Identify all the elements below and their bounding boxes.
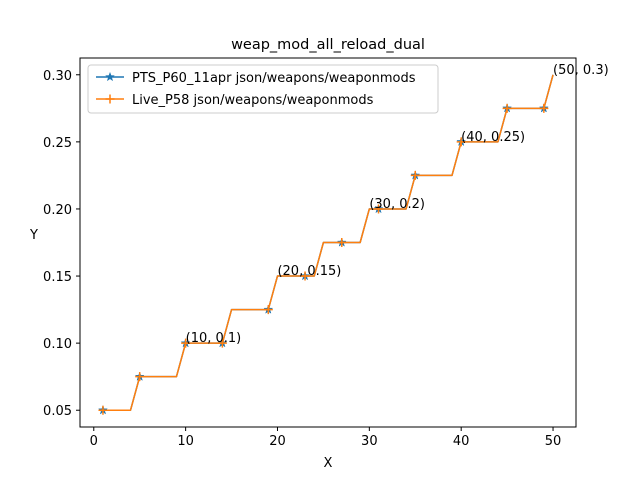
series-2-marker [374, 204, 384, 214]
series-2-marker [98, 405, 108, 415]
legend-marker-1 [104, 71, 116, 82]
y-tick-label: 0.20 [43, 203, 72, 218]
series-2-marker [135, 372, 145, 382]
data-annotation: (50, 0.3) [553, 63, 609, 78]
series-2-marker [300, 271, 310, 281]
data-annotation: (10, 0.1) [186, 331, 242, 346]
y-tick-label: 0.05 [43, 404, 72, 419]
x-tick-label: 0 [90, 434, 98, 449]
y-tick-label: 0.30 [43, 69, 72, 84]
axes-frame [79, 57, 577, 428]
series-2-marker [456, 137, 466, 147]
series-2-marker [410, 170, 420, 180]
x-axis-label: X [324, 456, 333, 471]
data-annotation: (30, 0.2) [369, 197, 425, 212]
x-tick-label: 40 [453, 434, 470, 449]
y-axis-label: Y [29, 228, 38, 243]
x-tick-label: 30 [361, 434, 378, 449]
legend: PTS_P60_11apr json/weapons/weaponmods Liv… [87, 64, 439, 114]
y-tick-label: 0.10 [43, 337, 72, 352]
plot-area: (10, 0.1) (20, 0.15) (30, 0.2) (40, 0.25) (5… [79, 57, 609, 428]
legend-label-1: PTS_P60_11apr json/weapons/weaponmods [132, 71, 416, 86]
legend-marker-2 [105, 94, 115, 104]
y-tick-label: 0.15 [43, 270, 72, 285]
data-annotation: (20, 0.15) [277, 264, 341, 279]
chart-title: weap_mod_all_reload_dual [231, 37, 425, 53]
y-tick-label: 0.25 [43, 136, 72, 151]
x-tick-label: 20 [269, 434, 286, 449]
x-tick-label: 10 [177, 434, 194, 449]
series-2-marker [181, 338, 191, 348]
series-2-marker [217, 338, 227, 348]
legend-label-2: Live_P58 json/weapons/weaponmods [132, 93, 374, 108]
data-annotation: (40, 0.25) [461, 130, 525, 145]
axis-ticks: 0 10 20 30 40 50 0.05 0.10 0.15 0.20 0.25 0.30 [43, 69, 561, 449]
series-2-marker [263, 305, 273, 315]
x-tick-label: 50 [545, 434, 562, 449]
legend-box [87, 64, 439, 114]
series-2-marker [539, 103, 549, 113]
series-2-marker [502, 103, 512, 113]
series-line-2 [102, 74, 554, 411]
series-2-marker [337, 238, 347, 247]
